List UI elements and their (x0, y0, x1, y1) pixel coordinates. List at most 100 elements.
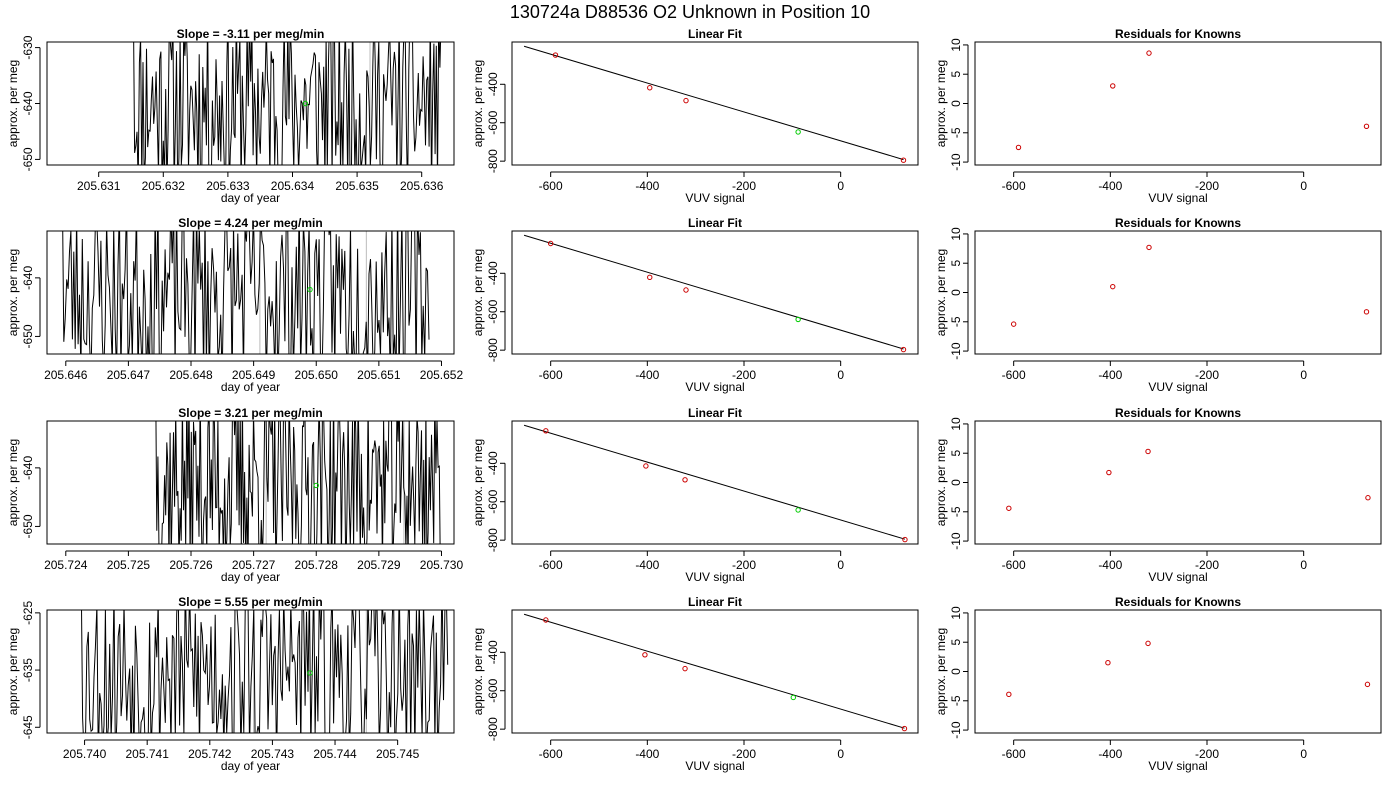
panel-title: Residuals for Knowns (1115, 595, 1241, 609)
y-axis-title: approx. per meg (934, 60, 948, 147)
known-point (682, 665, 688, 672)
y-tick-label: -640 (21, 456, 35, 480)
figure-title: 130724a D88536 O2 Unknown in Position 10 (510, 2, 870, 22)
x-axis-title: day of year (221, 380, 280, 394)
y-tick-label: -10 (949, 532, 963, 550)
unknown-point (790, 694, 796, 701)
plot-area (81, 610, 449, 733)
x-tick-label: -400 (1098, 747, 1122, 761)
x-axis-title: VUV signal (1148, 380, 1207, 394)
x-tick-label: -200 (732, 179, 756, 193)
known-point (900, 346, 907, 353)
unknown-point (302, 100, 309, 107)
x-axis-title: VUV signal (1148, 191, 1207, 205)
plot-frame (974, 230, 1382, 355)
y-tick-label: -5 (949, 316, 963, 327)
y-tick-label: -600 (486, 110, 500, 134)
panel-title: Linear Fit (688, 595, 742, 609)
y-tick-label: -650 (21, 324, 35, 348)
plot-frame (511, 41, 919, 166)
fit-line (523, 234, 904, 350)
x-tick-label: 205.652 (420, 368, 464, 382)
x-tick-label: 0 (837, 368, 844, 382)
y-tick-label: -10 (949, 342, 963, 360)
plot-frame (511, 230, 919, 355)
y-tick-label: -625 (21, 601, 35, 625)
panel-title: Linear Fit (688, 216, 742, 230)
plot-area (523, 613, 908, 732)
y-tick-label: -800 (486, 149, 500, 173)
y-tick-label: -645 (21, 715, 35, 739)
known-point (647, 274, 653, 281)
x-tick-label: 205.635 (335, 179, 379, 193)
panel-title: Residuals for Knowns (1115, 216, 1241, 230)
known-point (683, 97, 689, 104)
y-axis-title: approx. per meg (934, 249, 948, 336)
known-point (1364, 681, 1371, 688)
x-tick-label: 205.726 (169, 558, 213, 572)
x-axis-title: day of year (221, 191, 280, 205)
x-tick-label: -600 (1002, 558, 1026, 572)
panel-1: Slope = -3.11 per meg/min 205.631 205.632 2… (6, 27, 455, 205)
y-axis-title: approx. per meg (471, 249, 485, 336)
y-tick-label: 10 (949, 227, 963, 241)
x-tick-label: -200 (1195, 558, 1219, 572)
unknown-point (307, 670, 313, 676)
panel-title: Linear Fit (688, 27, 742, 41)
x-axis-title: VUV signal (1148, 759, 1207, 773)
x-tick-label: -200 (1195, 179, 1219, 193)
y-tick-label: -800 (486, 717, 500, 741)
y-axis-title: approx. per meg (471, 628, 485, 715)
x-axis-title: VUV signal (685, 570, 744, 584)
panel-title: Slope = -3.11 per meg/min (177, 27, 325, 41)
y-axis-title: approx. per meg (6, 628, 20, 715)
x-tick-label: 0 (837, 747, 844, 761)
x-tick-label: 205.631 (77, 179, 121, 193)
x-tick-label: -600 (1002, 368, 1026, 382)
x-tick-label: -200 (732, 558, 756, 572)
fit-line (523, 45, 904, 161)
panel-11: Linear Fit -600 -400 -200 0 VUV signal -400 -60… (471, 595, 919, 773)
y-axis-title: approx. per meg (6, 439, 20, 526)
x-tick-label: 205.742 (188, 747, 232, 761)
y-tick-label: -400 (486, 72, 500, 96)
signal-trace (62, 231, 430, 354)
y-axis-title: approx. per meg (6, 249, 20, 336)
known-point (547, 240, 554, 247)
y-tick-label: 5 (949, 639, 963, 646)
panel-title: Residuals for Knowns (1115, 406, 1241, 420)
y-tick-label: -650 (21, 514, 35, 538)
x-tick-label: 205.745 (376, 747, 420, 761)
y-tick-label: -400 (486, 451, 500, 475)
y-axis-title: approx. per meg (934, 628, 948, 715)
panel-12: Residuals for Knowns -600 -400 -200 0 VUV sig… (934, 595, 1382, 773)
x-tick-label: 0 (1300, 179, 1307, 193)
known-point (900, 157, 907, 163)
known-point (902, 536, 908, 543)
y-tick-label: -640 (21, 91, 35, 115)
known-point (647, 85, 653, 91)
x-tick-label: -400 (1098, 179, 1122, 193)
plot-area (523, 234, 907, 353)
x-tick-label: -400 (1098, 368, 1122, 382)
plot-frame (974, 609, 1382, 734)
x-tick-label: 205.636 (400, 179, 444, 193)
x-tick-label: 205.649 (232, 368, 276, 382)
x-tick-label: 205.647 (107, 368, 151, 382)
y-tick-label: -10 (949, 721, 963, 739)
y-tick-label: -640 (21, 266, 35, 290)
x-axis-title: VUV signal (685, 759, 744, 773)
plot-area (62, 231, 430, 354)
y-tick-label: 5 (949, 71, 963, 78)
x-tick-label: 205.634 (271, 179, 315, 193)
x-tick-label: -400 (635, 558, 659, 572)
panel-8: Linear Fit -600 -400 -200 0 VUV signal -400 -60… (471, 406, 919, 584)
y-tick-label: 0 (949, 100, 963, 107)
known-point (1110, 83, 1116, 89)
plot-area (1015, 50, 1370, 151)
plot-area (1010, 244, 1370, 327)
y-axis-title: approx. per meg (471, 60, 485, 147)
fit-line (523, 424, 906, 540)
known-point (682, 477, 688, 483)
plot-frame (46, 41, 455, 166)
